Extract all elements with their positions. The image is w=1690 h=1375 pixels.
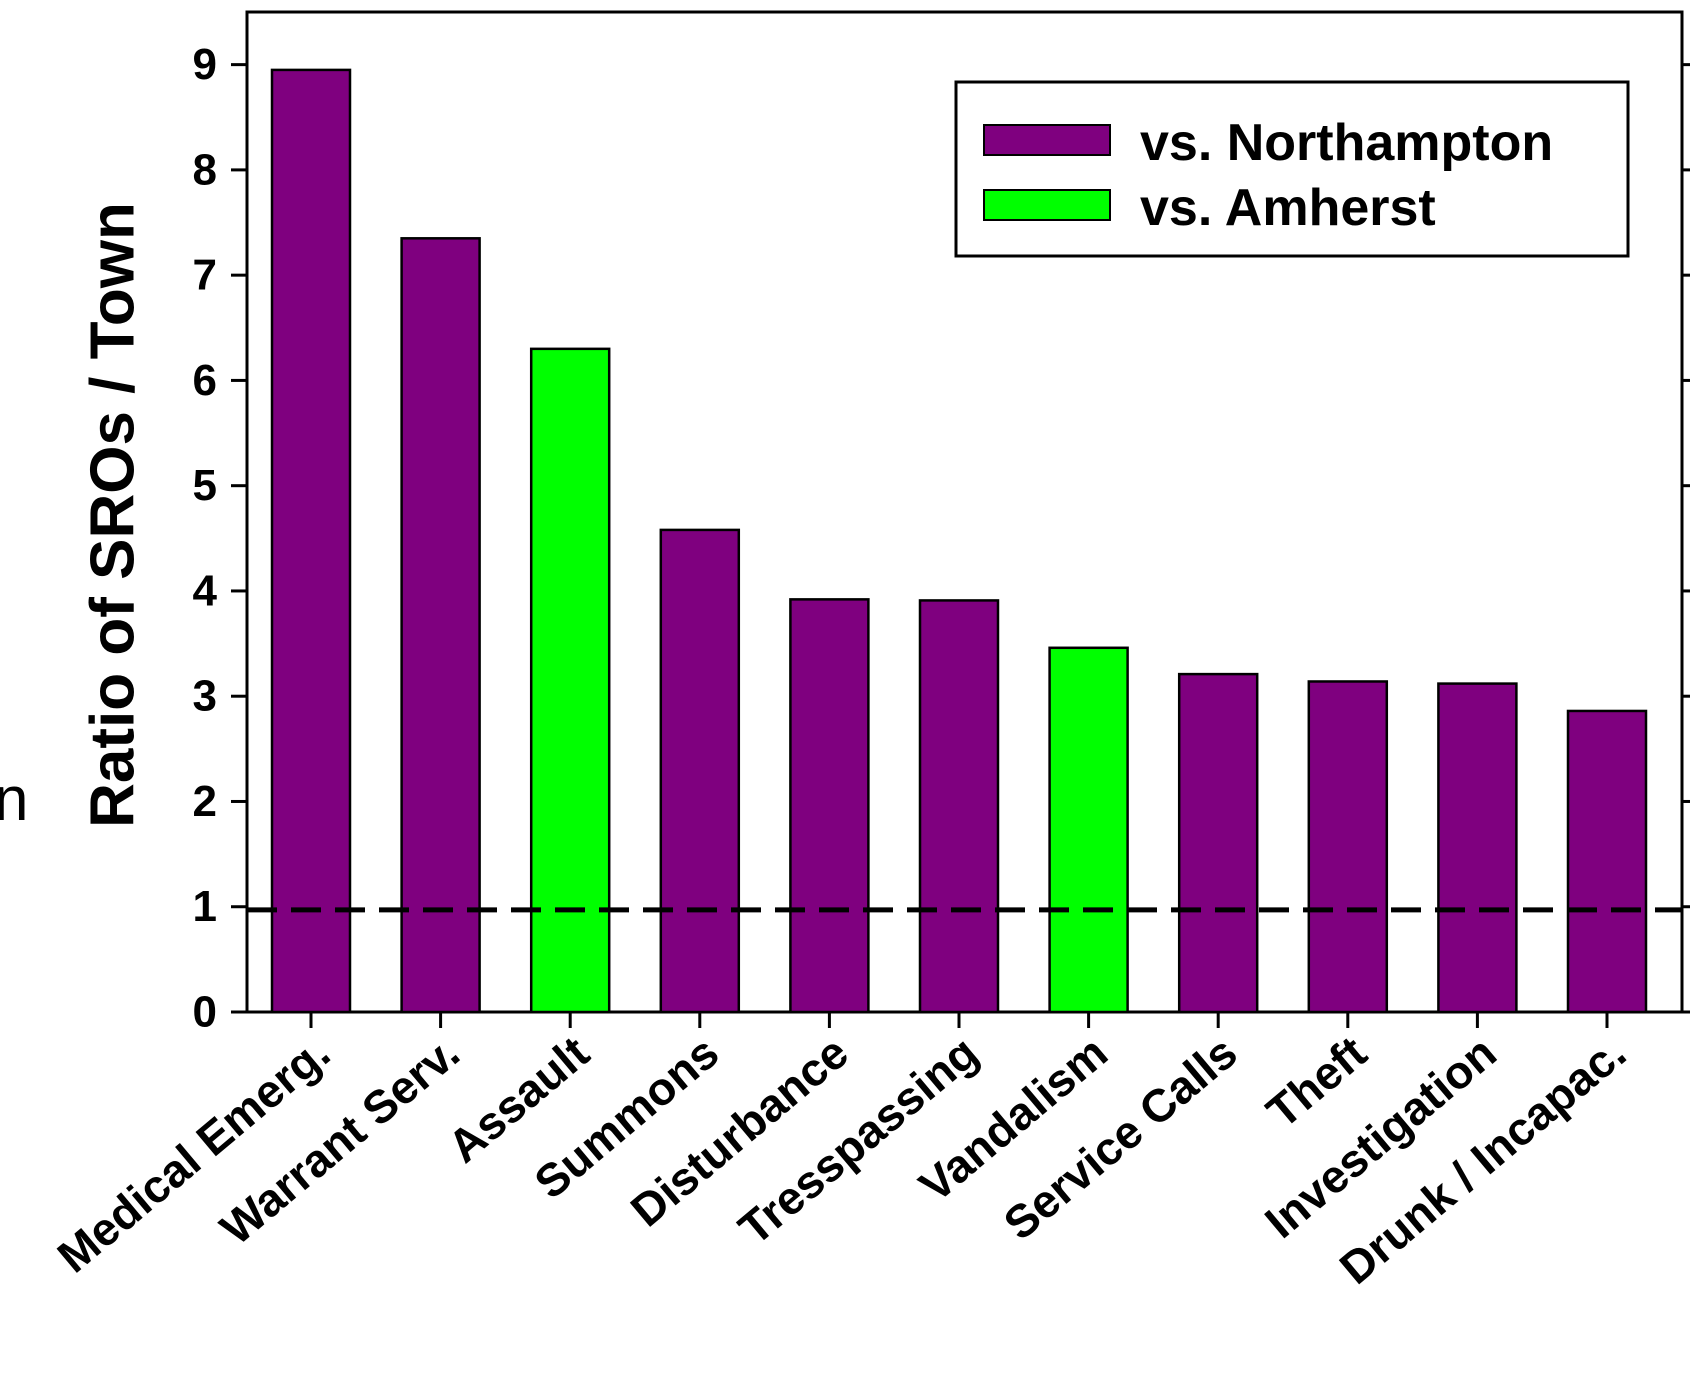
bar-medical-emerg	[270, 68, 352, 1014]
y-axis-ticks: 0 1 2 3 4 5 6 7 8 9	[193, 40, 1690, 1037]
bar-service-calls	[1177, 672, 1259, 1014]
y-tick-label: 0	[193, 988, 217, 1037]
y-tick-label: 9	[193, 40, 217, 89]
bar-drunk-incapac	[1566, 709, 1648, 1014]
y-tick-label: 8	[193, 145, 217, 194]
y-tick-label: 6	[193, 356, 217, 405]
bar-investigation	[1437, 682, 1518, 1014]
y-tick-label: 7	[193, 251, 217, 300]
legend-swatch-amherst	[983, 189, 1111, 221]
y-tick-label: 4	[193, 566, 218, 615]
bar-warrant-serv	[400, 237, 481, 1014]
legend-box	[954, 80, 1630, 258]
bar-theft	[1307, 680, 1389, 1014]
legend: vs. Northampton vs. Amherst	[954, 80, 1630, 258]
legend-swatch-northampton	[983, 124, 1111, 156]
bar-vandalism	[1048, 646, 1129, 1014]
y-tick-label: 1	[193, 882, 217, 931]
y-tick-label: 3	[193, 672, 217, 721]
bar-summons	[659, 528, 741, 1014]
y-tick-label: 5	[193, 461, 217, 510]
y-tick-label: 2	[193, 777, 217, 826]
legend-label-northampton: vs. Northampton	[1140, 114, 1553, 172]
bar-assault	[529, 347, 611, 1014]
y-axis-title: Ratio of SROs / Town	[78, 202, 147, 828]
x-axis-labels: Medical Emerg.Warrant Serv.AssaultSummon…	[47, 1012, 1635, 1294]
edge-text-fragment: n	[0, 765, 28, 834]
bars	[270, 68, 1648, 1014]
legend-label-amherst: vs. Amherst	[1140, 179, 1436, 237]
x-tick-label: Service Calls	[994, 1026, 1247, 1250]
bar-tresspassing	[918, 599, 1000, 1014]
bar-disturbance	[789, 598, 870, 1014]
